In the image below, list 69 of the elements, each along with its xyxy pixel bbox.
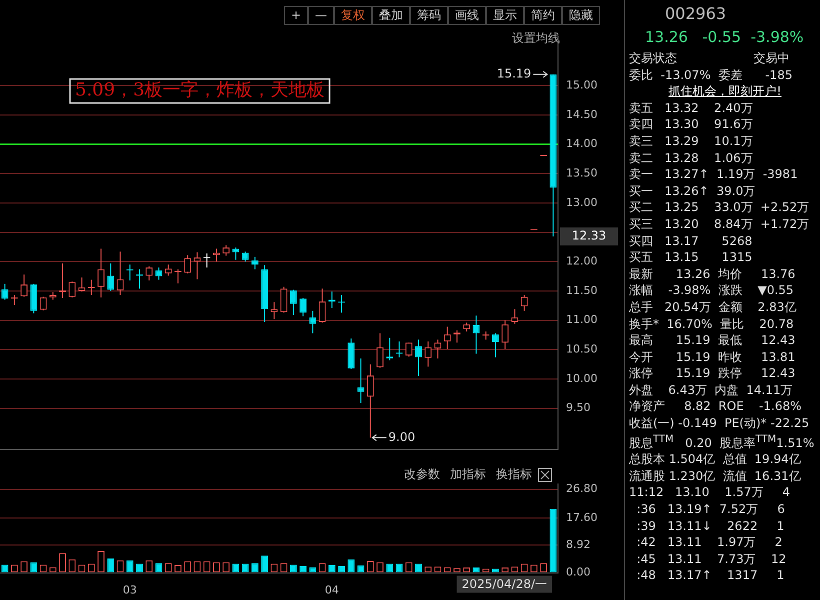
text: 简约 (524, 6, 562, 25)
annotation: 设置均线 (512, 30, 560, 47)
y-tick-label: 17.60 (566, 510, 598, 524)
y-tick-label: 10.00 (566, 372, 598, 385)
text: 画线 (448, 6, 486, 25)
annotation: 5.09，3板一字，炸板，天地板 (75, 80, 325, 101)
annotation: 15.19 (496, 66, 532, 81)
text: 流通股 1.230亿 流值 16.31亿 (628, 468, 802, 484)
text: 外盘 6.43万 内盘 14.11万 (628, 382, 794, 398)
text: 2025/04/28/一 (462, 576, 548, 591)
text: 隐藏 (562, 6, 600, 25)
text: 11:12 13.10 1.57万 4 (628, 484, 792, 502)
y-tick-label: 11.00 (566, 313, 598, 326)
text: 改参数 (404, 467, 440, 482)
text: 收益(一) -0.149 PE(动)* -22.25 (628, 415, 810, 432)
y-tick-label: 14.00 (566, 137, 598, 150)
text: 抓住机会，即刻开户! (668, 83, 782, 100)
text: :45 13.11 7.73万 12 (636, 550, 788, 568)
text: 002963 (664, 3, 728, 24)
text: :42 13.11 1.97万 2 (636, 534, 784, 551)
y-tick-label: 0.00 (566, 566, 590, 579)
text: :39 13.11↓ 2622 1 (636, 518, 786, 534)
text: 净资产 8.82 ROE -1.68% (628, 398, 802, 416)
text: 交易状态 交易中 (628, 50, 790, 67)
text: 总股本 1.504亿 总值 19.94亿 (628, 451, 802, 468)
text: 股息$^{TTM}$ 0.20 股息率$^{TTM}$1.51% (628, 432, 816, 452)
text: 最新 13.26 均价 13.76 (628, 266, 796, 282)
y-tick-label: 13.00 (566, 196, 598, 209)
text: :36 13.19↑ 7.52万 6 (636, 501, 786, 518)
y-tick-label: 8.92 (566, 538, 590, 551)
text: 加指标 (450, 467, 486, 482)
text: 委比 -13.07% 委差 -185 (628, 66, 794, 84)
text: 换指标 (496, 467, 532, 482)
text: — (308, 6, 334, 25)
text: 买三 13.20 8.84万 +1.72万 (628, 216, 810, 233)
y-tick-label: 9.50 (566, 401, 590, 414)
y-tick-label: 10.50 (566, 342, 598, 356)
text: 换手* 16.70% 量比 20.78 (628, 316, 795, 332)
text: 买二 13.25 33.0万 +2.52万 (628, 199, 810, 216)
text: 叠加 (372, 6, 410, 25)
y-tick-label: 15.00 (566, 78, 598, 92)
text: 涨幅 -3.98% 涨跌 ▼0.55 (628, 282, 795, 299)
text: 今开 15.19 昨收 13.81 (628, 348, 796, 366)
text: :48 13.17↑ 1317 1 (636, 567, 786, 584)
text: 涨停 15.19 跌停 12.43 (628, 365, 796, 382)
y-tick-label: 11.50 (566, 284, 598, 297)
y-tick-label: 12.00 (566, 254, 598, 268)
text: 复权 (334, 6, 372, 25)
text: 卖一 13.27↑ 1.19万 -3981 (628, 166, 799, 183)
y-tick-label: 13.50 (566, 166, 598, 180)
text: 卖四 13.30 91.6万 (628, 116, 754, 133)
text: + (284, 6, 308, 25)
x-tick-label: 03 (122, 583, 137, 596)
text: 13.26 -0.55 -3.98% (644, 27, 805, 48)
text: 筹码 (410, 6, 448, 25)
text: 卖三 13.29 10.1万 (628, 132, 754, 150)
text: 买一 13.26↑ 39.0万 (628, 182, 756, 200)
y-tick-label: 14.50 (566, 108, 598, 121)
text: 显示 (486, 6, 524, 25)
annotation: 9.00 (388, 430, 416, 444)
text: 卖五 13.32 2.40万 (628, 100, 754, 116)
x-tick-label: 04 (324, 583, 339, 596)
y-tick-label: 26.80 (566, 482, 598, 496)
text: 12.33 (572, 228, 606, 242)
text: 最高 15.19 最低 12.43 (628, 332, 796, 349)
text: 买五 13.15 1315 (628, 249, 754, 266)
text: 买四 13.17 5268 (628, 232, 754, 250)
text: 总手 20.54万 金额 2.83亿 (628, 298, 798, 316)
text: 卖二 13.28 1.06万 (628, 150, 754, 166)
